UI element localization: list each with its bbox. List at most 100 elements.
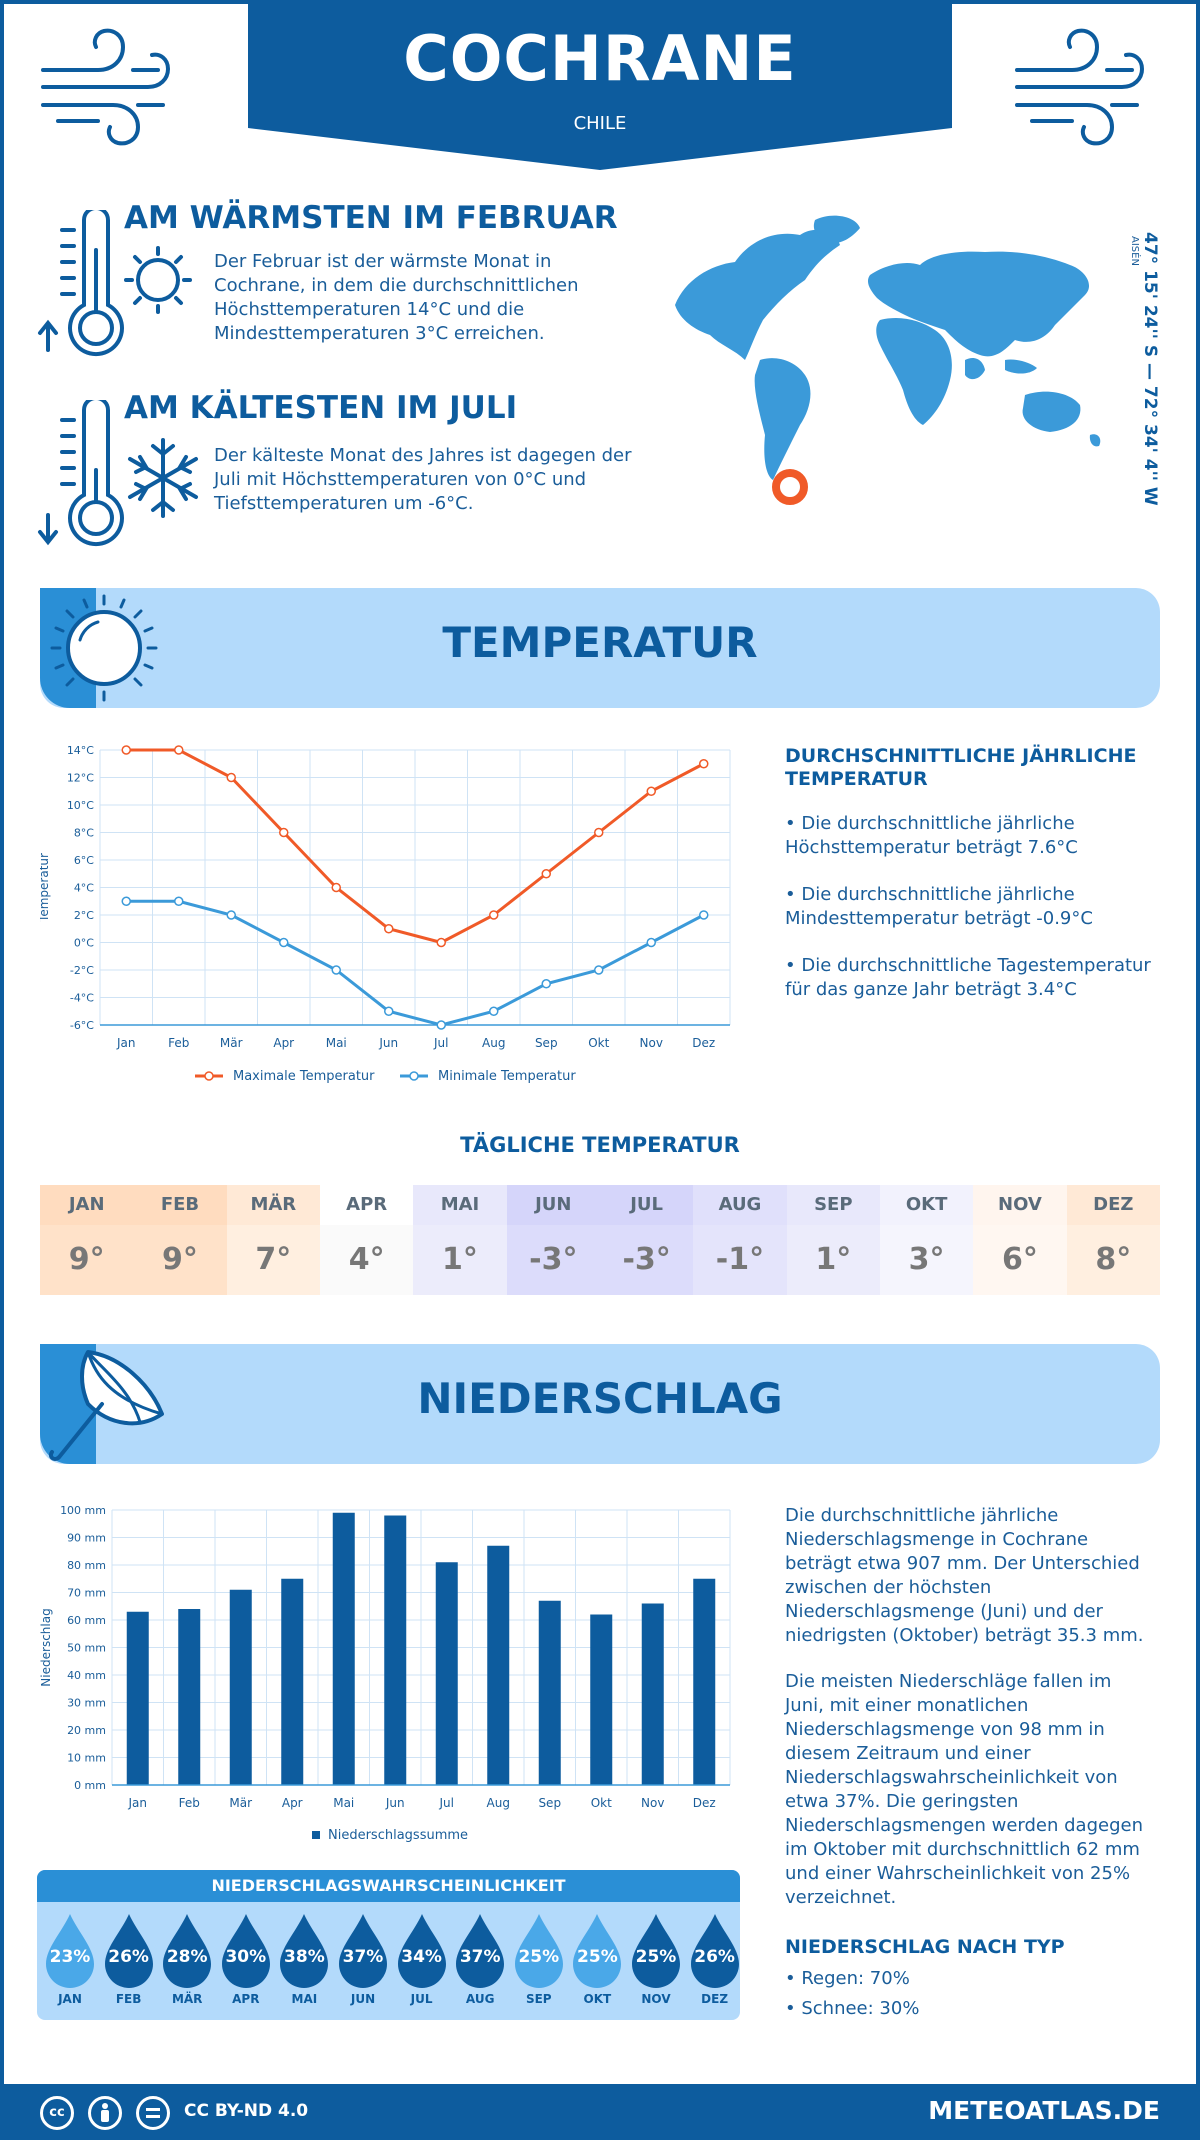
raindrop-icon <box>104 1914 153 1988</box>
precip-bar <box>178 1609 201 1785</box>
precip-paragraph-2: Die meisten Niederschläge fallen im Juni… <box>785 1671 1143 1908</box>
precip-bar <box>435 1562 458 1785</box>
x-tick-label: Aug <box>482 1036 505 1050</box>
y-axis-label: Niederschlag <box>40 1608 53 1686</box>
series-line <box>126 748 705 945</box>
coordinates: 47° 15' 24'' S — 72° 34' 4'' W AISÉN <box>1128 232 1160 506</box>
y-tick-label: 40 mm <box>67 1669 106 1682</box>
y-tick-label: 12°C <box>67 772 94 785</box>
annual-min-text: • Die durchschnittliche jährliche Mindes… <box>785 884 1093 929</box>
daily-temp-month: FEB <box>133 1185 227 1225</box>
precip-bar <box>487 1545 510 1785</box>
x-tick-label: Apr <box>273 1036 294 1050</box>
y-tick-label: 10°C <box>67 799 94 812</box>
raindrop-icon <box>514 1914 563 1988</box>
probability-month: OKT <box>583 1992 612 2006</box>
y-tick-label: -4°C <box>70 992 94 1005</box>
data-point <box>331 882 341 893</box>
precip-bar <box>332 1512 355 1785</box>
probability-value: 37% <box>342 1947 384 1967</box>
x-tick-label: Jun <box>385 1796 405 1810</box>
x-tick-label: Jan <box>128 1796 148 1810</box>
precip-type-title: NIEDERSCHLAG NACH TYP <box>785 1936 1065 1958</box>
daily-temp-column: JAN 9° <box>40 1185 134 1295</box>
y-tick-label: 8°C <box>74 827 94 840</box>
daily-temp-column: JUL -3° <box>599 1185 694 1295</box>
probability-value: 25% <box>577 1947 618 1967</box>
probability-month: JUN <box>350 1992 376 2006</box>
daily-temp-column: JUN -3° <box>506 1185 600 1295</box>
raindrop-icon <box>573 1914 622 1988</box>
daily-temp-value: 9° <box>133 1225 227 1295</box>
warmest-text: Der Februar ist der wärmste Monat in Coc… <box>214 251 579 344</box>
country-subtitle: CHILE <box>573 113 627 134</box>
daily-temp-month: JUN <box>506 1185 600 1225</box>
probability-month: DEZ <box>701 1992 729 2006</box>
city-title: COCHRANE <box>403 22 797 95</box>
raindrop-icon <box>690 1914 739 1988</box>
thermometer-sun-icon <box>38 210 192 356</box>
legend-marker <box>409 1071 419 1081</box>
daily-temp-value: 1° <box>786 1225 880 1295</box>
probability-drop: 38% MAI <box>276 1912 332 2008</box>
header-banner <box>248 0 952 170</box>
probability-drop: 25% SEP <box>511 1912 567 2008</box>
daily-temp-month: OKT <box>879 1185 974 1225</box>
x-tick-label: Feb <box>179 1796 200 1810</box>
data-point <box>279 937 289 948</box>
raindrop-icon <box>632 1914 680 1988</box>
attribution-icon <box>88 2096 122 2130</box>
site-link[interactable]: METEOATLAS.DE <box>928 2096 1160 2125</box>
probability-value: 26% <box>108 1947 149 1967</box>
probability-drop: 34% JUL <box>394 1912 450 2008</box>
x-tick-label: Mär <box>229 1796 252 1810</box>
probability-month: NOV <box>641 1992 671 2006</box>
raindrop-icon <box>339 1914 387 1988</box>
probability-drop: 23% JAN <box>42 1912 98 2008</box>
temperature-title: TEMPERATUR <box>442 618 758 667</box>
probability-month: FEB <box>115 1992 142 2006</box>
daily-temp-month: DEZ <box>1066 1185 1160 1225</box>
daily-temp-value: 8° <box>1066 1225 1160 1295</box>
x-tick-label: Okt <box>588 1036 609 1050</box>
y-tick-label: 4°C <box>74 882 94 895</box>
data-point <box>541 869 551 879</box>
y-tick-label: 0 mm <box>74 1779 106 1792</box>
raindrop-icon <box>163 1914 212 1988</box>
data-point <box>121 896 131 906</box>
probability-value: 23% <box>49 1947 91 1967</box>
precip-bar <box>384 1515 407 1785</box>
daily-temp-column: NOV 6° <box>973 1185 1067 1295</box>
x-tick-label: Aug <box>487 1796 510 1810</box>
data-point <box>594 827 604 838</box>
temperature-header: TEMPERATUR <box>40 588 1160 708</box>
daily-temp-value: 3° <box>879 1225 974 1295</box>
daily-temp-month: SEP <box>786 1185 880 1225</box>
y-tick-label: 90 mm <box>67 1532 106 1545</box>
data-point <box>436 937 446 948</box>
daily-temp-value: 9° <box>40 1225 134 1295</box>
probability-value: 28% <box>166 1947 208 1967</box>
sun-icon <box>50 594 158 702</box>
precip-bar <box>590 1614 613 1785</box>
daily-temp-column: DEZ 8° <box>1066 1185 1160 1295</box>
x-tick-label: Dez <box>692 1036 715 1050</box>
x-tick-label: Apr <box>282 1796 303 1810</box>
probability-value: 34% <box>401 1947 442 1967</box>
probability-value: 25% <box>518 1947 560 1967</box>
data-point <box>384 924 394 934</box>
x-tick-label: Feb <box>168 1036 189 1050</box>
daily-temp-value: 4° <box>319 1225 414 1295</box>
data-point <box>489 1006 499 1016</box>
raindrop-icon <box>221 1914 270 1988</box>
daily-temp-column: MAI 1° <box>413 1185 507 1295</box>
precip-bar <box>693 1578 716 1785</box>
daily-temp-month: MÄR <box>226 1185 320 1225</box>
probability-value: 37% <box>459 1947 501 1967</box>
probability-value: 26% <box>694 1947 735 1967</box>
license-text: CC BY-ND 4.0 <box>184 2101 309 2121</box>
x-tick-label: Mär <box>220 1036 243 1050</box>
y-axis-label: Temperatur <box>40 853 51 923</box>
x-tick-label: Jan <box>116 1036 136 1050</box>
probability-month: SEP <box>525 1992 552 2006</box>
